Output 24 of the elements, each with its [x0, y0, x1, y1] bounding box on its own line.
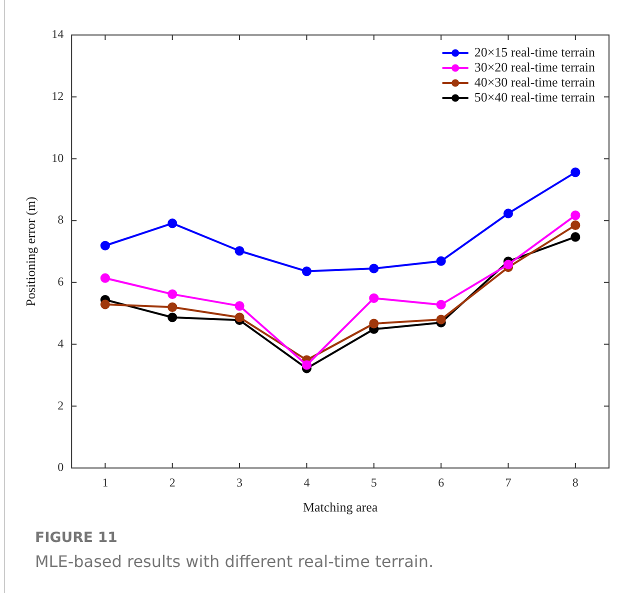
y-tick-label: 14: [52, 27, 64, 42]
x-tick-label: 4: [304, 475, 310, 490]
caption: FIGURE 11: [35, 530, 118, 546]
x-tick-label: 2: [169, 475, 176, 490]
y-tick-label: 8: [58, 212, 64, 227]
legend-label: 40×30 real-time terrain: [474, 74, 596, 90]
y-tick-label: 2: [58, 398, 64, 412]
y-axis-title: Positioning error (m): [23, 196, 38, 306]
legend-label: 30×20 real-time terrain: [474, 59, 596, 74]
x-tick-label: 7: [505, 475, 512, 490]
legend-label: 20×15 real-time terrain: [474, 44, 596, 60]
y-tick-label: 6: [58, 274, 64, 289]
x-tick-label: 3: [236, 475, 243, 490]
y-tick-label: 0: [58, 460, 64, 474]
y-tick-label: 12: [52, 89, 64, 104]
legend-label: 50×40 real-time terrain: [474, 89, 596, 104]
x-tick-label: 1: [102, 475, 108, 490]
x-tick-label: 5: [370, 475, 377, 490]
x-tick-label: 8: [572, 475, 578, 490]
text: MLE-based results with different real-time terrain.: [35, 552, 434, 571]
x-axis-title: Matching area: [302, 500, 378, 515]
y-tick-label: 10: [52, 150, 64, 165]
x-tick-label: 6: [438, 475, 444, 490]
y-tick-label: 4: [58, 336, 64, 350]
